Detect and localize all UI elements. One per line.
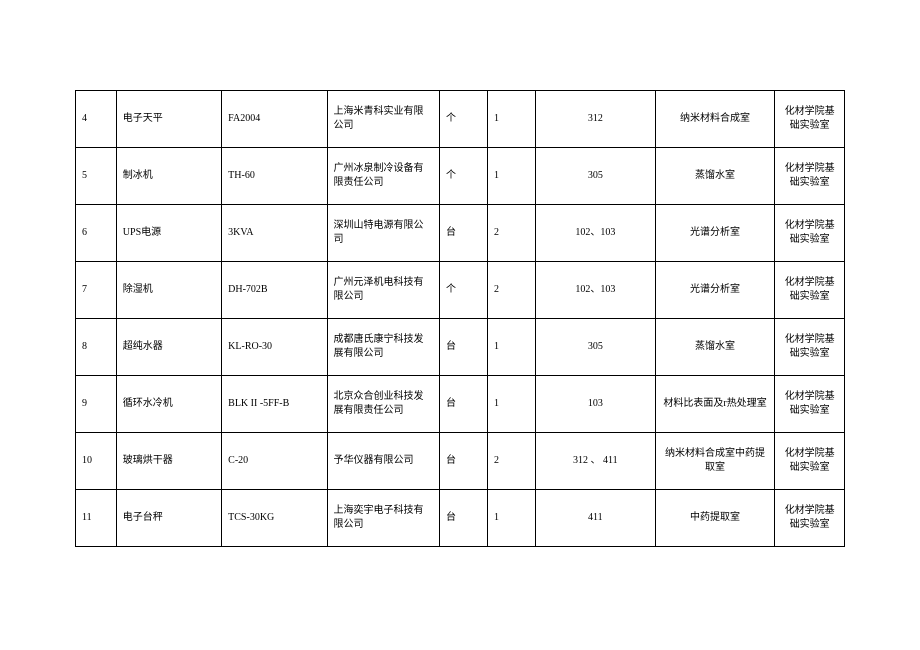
- cell-manufacturer: 深圳山特电源有限公司: [327, 205, 440, 262]
- cell-name: 玻璃烘干器: [116, 433, 221, 490]
- cell-location: 中药提取室: [655, 490, 775, 547]
- cell-index: 5: [76, 148, 117, 205]
- table-row: 6UPS电源3KVA深圳山特电源有限公司台2102、103光谱分析室化材学院基础…: [76, 205, 845, 262]
- cell-quantity: 2: [488, 433, 536, 490]
- cell-index: 4: [76, 91, 117, 148]
- cell-name: 除湿机: [116, 262, 221, 319]
- cell-room: 312: [535, 91, 655, 148]
- cell-location: 纳米材料合成室: [655, 91, 775, 148]
- table-body: 4电子天平FA2004上海米青科实业有限公司个1312纳米材料合成室化材学院基础…: [76, 91, 845, 547]
- cell-department: 化材学院基础实验室: [775, 376, 845, 433]
- cell-location: 材料比表面及r热处理室: [655, 376, 775, 433]
- cell-model: C-20: [222, 433, 327, 490]
- cell-manufacturer: 上海米青科实业有限公司: [327, 91, 440, 148]
- cell-quantity: 1: [488, 319, 536, 376]
- cell-manufacturer: 广州元泽机电科技有限公司: [327, 262, 440, 319]
- cell-manufacturer: 上海奕宇电子科技有限公司: [327, 490, 440, 547]
- cell-unit: 台: [440, 205, 488, 262]
- cell-model: KL-RO-30: [222, 319, 327, 376]
- cell-unit: 台: [440, 490, 488, 547]
- cell-name: 电子天平: [116, 91, 221, 148]
- cell-name: 循环水冷机: [116, 376, 221, 433]
- cell-location: 蒸馏水室: [655, 319, 775, 376]
- table-row: 7除湿机DH-702B广州元泽机电科技有限公司个2102、103光谱分析室化材学…: [76, 262, 845, 319]
- page-container: 4电子天平FA2004上海米青科实业有限公司个1312纳米材料合成室化材学院基础…: [0, 0, 920, 587]
- cell-unit: 台: [440, 319, 488, 376]
- cell-manufacturer: 予华仪器有限公司: [327, 433, 440, 490]
- cell-model: TH-60: [222, 148, 327, 205]
- table-row: 10玻璃烘干器C-20予华仪器有限公司台2312 、 411纳米材料合成室中药提…: [76, 433, 845, 490]
- cell-location: 光谱分析室: [655, 205, 775, 262]
- cell-department: 化材学院基础实验室: [775, 433, 845, 490]
- cell-unit: 台: [440, 433, 488, 490]
- cell-department: 化材学院基础实验室: [775, 319, 845, 376]
- cell-quantity: 2: [488, 262, 536, 319]
- cell-department: 化材学院基础实验室: [775, 262, 845, 319]
- cell-model: FA2004: [222, 91, 327, 148]
- cell-model: DH-702B: [222, 262, 327, 319]
- cell-department: 化材学院基础实验室: [775, 91, 845, 148]
- table-row: 9循环水冷机BLK II -5FF-B北京众合创业科技发展有限责任公司台1103…: [76, 376, 845, 433]
- table-row: 5制冰机TH-60广州冰泉制冷设备有限责任公司个1305蒸馏水室化材学院基础实验…: [76, 148, 845, 205]
- cell-model: TCS-30KG: [222, 490, 327, 547]
- equipment-table: 4电子天平FA2004上海米青科实业有限公司个1312纳米材料合成室化材学院基础…: [75, 90, 845, 547]
- cell-department: 化材学院基础实验室: [775, 490, 845, 547]
- cell-department: 化材学院基础实验室: [775, 148, 845, 205]
- cell-manufacturer: 广州冰泉制冷设备有限责任公司: [327, 148, 440, 205]
- cell-unit: 个: [440, 262, 488, 319]
- cell-name: 超纯水器: [116, 319, 221, 376]
- cell-index: 10: [76, 433, 117, 490]
- table-row: 11电子台秤TCS-30KG上海奕宇电子科技有限公司台1411中药提取室化材学院…: [76, 490, 845, 547]
- cell-quantity: 1: [488, 490, 536, 547]
- cell-manufacturer: 北京众合创业科技发展有限责任公司: [327, 376, 440, 433]
- table-row: 8超纯水器KL-RO-30成都唐氏康宁科技发展有限公司台1305蒸馏水室化材学院…: [76, 319, 845, 376]
- cell-index: 9: [76, 376, 117, 433]
- cell-room: 102、103: [535, 262, 655, 319]
- cell-name: 制冰机: [116, 148, 221, 205]
- cell-room: 411: [535, 490, 655, 547]
- cell-department: 化材学院基础实验室: [775, 205, 845, 262]
- cell-name: 电子台秤: [116, 490, 221, 547]
- cell-room: 305: [535, 319, 655, 376]
- table-row: 4电子天平FA2004上海米青科实业有限公司个1312纳米材料合成室化材学院基础…: [76, 91, 845, 148]
- cell-manufacturer: 成都唐氏康宁科技发展有限公司: [327, 319, 440, 376]
- cell-unit: 台: [440, 376, 488, 433]
- cell-index: 6: [76, 205, 117, 262]
- cell-location: 光谱分析室: [655, 262, 775, 319]
- cell-location: 蒸馏水室: [655, 148, 775, 205]
- cell-quantity: 1: [488, 376, 536, 433]
- cell-model: 3KVA: [222, 205, 327, 262]
- cell-name: UPS电源: [116, 205, 221, 262]
- cell-location: 纳米材料合成室中药提取室: [655, 433, 775, 490]
- cell-unit: 个: [440, 91, 488, 148]
- cell-quantity: 1: [488, 91, 536, 148]
- cell-quantity: 2: [488, 205, 536, 262]
- cell-index: 11: [76, 490, 117, 547]
- cell-quantity: 1: [488, 148, 536, 205]
- cell-room: 305: [535, 148, 655, 205]
- cell-index: 7: [76, 262, 117, 319]
- cell-room: 312 、 411: [535, 433, 655, 490]
- cell-unit: 个: [440, 148, 488, 205]
- cell-model: BLK II -5FF-B: [222, 376, 327, 433]
- cell-index: 8: [76, 319, 117, 376]
- cell-room: 102、103: [535, 205, 655, 262]
- cell-room: 103: [535, 376, 655, 433]
